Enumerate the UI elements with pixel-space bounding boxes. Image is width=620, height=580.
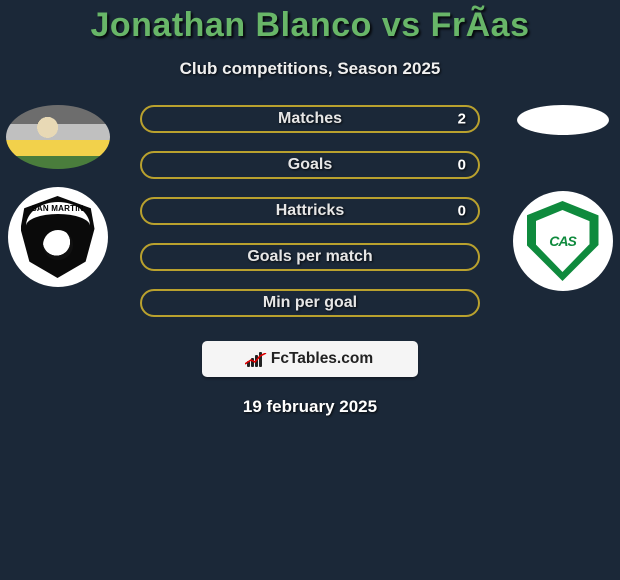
stat-label: Goals [288,156,332,174]
club-badge-right: CAS [513,191,613,291]
sarmiento-shield-icon: CAS [527,201,599,281]
comparison-content: SAN MARTIN CAS Matches 2 Goals 0 [0,105,620,417]
stat-row-goals: Goals 0 [140,151,480,179]
stat-bars: Matches 2 Goals 0 Hattricks 0 Goals per … [140,105,480,317]
branding-text: FcTables.com [271,350,373,368]
stat-value-right: 2 [458,111,466,128]
stat-label: Hattricks [276,202,344,220]
stat-label: Min per goal [263,294,357,312]
page-title: Jonathan Blanco vs FrÃ­as [0,0,620,45]
left-column: SAN MARTIN [0,105,115,287]
stat-row-min-per-goal: Min per goal [140,289,480,317]
comparison-date: 19 february 2025 [0,397,620,417]
page-subtitle: Club competitions, Season 2025 [0,59,620,79]
player-photo-left [6,105,110,169]
stat-row-hattricks: Hattricks 0 [140,197,480,225]
club-badge-right-text: CAS [549,233,576,249]
stat-label: Goals per match [247,248,372,266]
sanmartin-shield-icon: SAN MARTIN [21,196,95,278]
branding-banner[interactable]: FcTables.com [202,341,418,377]
player-photo-right [517,105,609,135]
stat-row-matches: Matches 2 [140,105,480,133]
right-column: CAS [505,105,620,291]
stat-label: Matches [278,110,342,128]
stat-value-right: 0 [458,157,466,174]
club-badge-left: SAN MARTIN [8,187,108,287]
club-badge-left-text: SAN MARTIN [21,204,95,213]
stat-row-goals-per-match: Goals per match [140,243,480,271]
stat-value-right: 0 [458,203,466,220]
fctables-chart-icon [247,351,265,367]
